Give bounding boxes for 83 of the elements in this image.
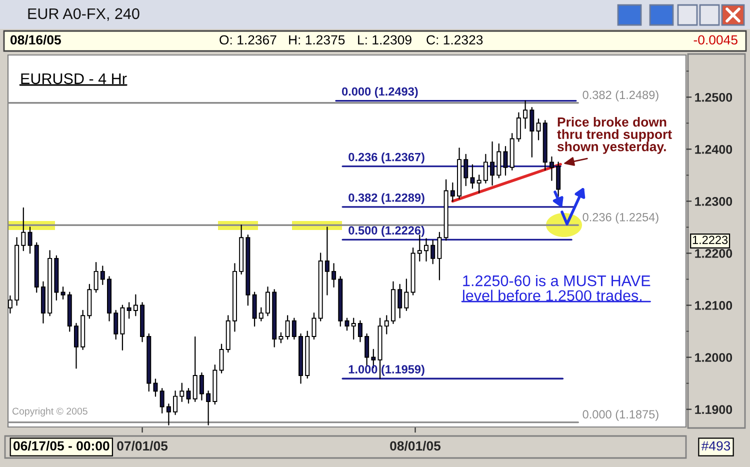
candlestick	[490, 141, 495, 186]
series-label: 1.000 (1.1959)	[348, 364, 424, 376]
candlestick	[292, 318, 296, 340]
text: 1.2223	[692, 236, 728, 244]
series-label: 0.000 (1.1875)	[582, 410, 658, 421]
text: C: 1.2323	[426, 35, 483, 45]
candlestick	[516, 112, 521, 142]
candlestick	[133, 294, 138, 316]
y-tick-label: 1.2000	[695, 353, 732, 362]
candlestick	[60, 286, 66, 300]
y-tick-label: 1.1900	[695, 405, 732, 414]
candlestick	[266, 286, 270, 316]
candlestick	[74, 322, 78, 369]
candlestick	[404, 278, 409, 312]
candlestick	[430, 240, 436, 264]
candlestick	[285, 315, 290, 340]
candlestick	[324, 226, 330, 296]
candlestick	[312, 312, 316, 340]
candlestick	[100, 266, 105, 285]
candlestick	[199, 372, 204, 400]
series-label: 0.382 (1.2489)	[582, 90, 658, 102]
y-tick-label: 1.2400	[695, 144, 732, 154]
candlestick	[166, 404, 171, 426]
candlestick	[160, 388, 164, 414]
y-tick-label: 1.2200	[695, 249, 732, 258]
candlestick	[476, 174, 482, 194]
candlestick	[332, 263, 336, 288]
candlestick	[523, 100, 528, 129]
candlestick	[351, 318, 356, 340]
candlestick	[398, 284, 402, 318]
candlestick	[186, 388, 191, 404]
series-label: 0.236 (1.2254)	[582, 212, 658, 224]
text: EURUSD - 4 Hr	[21, 73, 127, 84]
candlestick	[252, 292, 257, 327]
series-label: 0.500 (1.2226)	[348, 226, 424, 237]
annotation: 1.2250-60 is a MUST HAVE level before 1.2500 trades.	[463, 275, 650, 302]
candlestick	[464, 154, 468, 186]
candlestick	[219, 344, 224, 374]
candlestick	[94, 262, 98, 293]
y-tick-label: 1.2100	[695, 301, 732, 310]
candlestick	[503, 146, 508, 176]
annotation: Price broke down thru trend support shown yesterday.	[557, 117, 672, 154]
candlestick	[549, 156, 554, 181]
candlestick	[384, 315, 389, 334]
annotation: Copyright © 2005	[12, 407, 88, 417]
series-label: 0.000 (1.2493)	[342, 87, 418, 98]
candlestick	[437, 232, 442, 280]
candlestick	[483, 154, 488, 184]
text: L: 1.2309	[358, 35, 412, 45]
text: O: 1.2367	[220, 35, 276, 45]
candlestick	[180, 382, 184, 402]
candlestick	[192, 336, 198, 402]
candlestick	[556, 162, 561, 198]
text: 06/17/05 - 00:00	[14, 440, 110, 451]
candlestick	[28, 226, 32, 254]
x-tick-label: 08/01/05	[390, 440, 441, 451]
series-label: 0.382 (1.2289)	[348, 193, 424, 204]
candlestick	[114, 310, 118, 340]
candlestick	[278, 332, 284, 344]
candlestick	[424, 238, 428, 262]
series-label: 0.236 (1.2367)	[348, 152, 424, 164]
candlestick	[153, 378, 158, 397]
candlestick	[364, 333, 370, 366]
candlestick	[344, 318, 350, 331]
x-tick-label: 07/01/05	[117, 440, 168, 451]
y-tick-label: 1.2500	[695, 92, 732, 102]
text: 08/16/05	[10, 34, 61, 45]
candlestick	[536, 118, 541, 140]
candlestick	[530, 106, 534, 158]
candlestick	[21, 207, 26, 252]
text: H: 1.2375	[289, 35, 345, 45]
candlestick	[496, 143, 502, 178]
text: -0.0045	[694, 35, 738, 45]
chart-title: EUR A0-FX, 240	[28, 8, 140, 21]
candlestick	[358, 320, 362, 342]
candlestick	[470, 164, 475, 189]
candlestick	[126, 302, 132, 319]
y-tick-label: 1.2300	[695, 197, 732, 206]
candlestick	[450, 182, 455, 202]
candlestick	[206, 390, 211, 426]
candlestick	[258, 307, 264, 322]
text: #493	[701, 441, 730, 451]
candlestick	[173, 390, 178, 416]
